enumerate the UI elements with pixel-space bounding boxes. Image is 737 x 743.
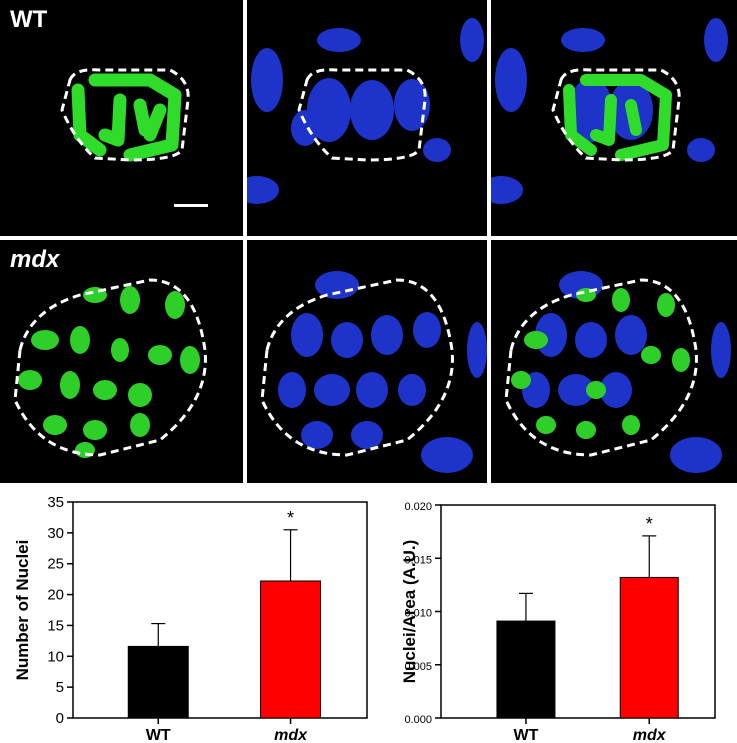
significance-marker: *	[646, 514, 653, 534]
significance-marker: *	[287, 508, 294, 528]
y-tick-label: 35	[47, 494, 64, 511]
wt-blue-image	[247, 18, 484, 204]
y-tick-label: 20	[47, 587, 64, 604]
y-tick-label: 0.000	[404, 714, 432, 726]
y-tick-label: 0.020	[404, 501, 432, 513]
bar-wt	[496, 620, 556, 719]
mdx-blue-panel	[247, 240, 487, 483]
y-tick-label: 30	[47, 525, 64, 542]
bar-mdx	[260, 580, 322, 719]
wt-row-label: WT	[10, 6, 48, 33]
nuclei-count-chart: 0 5 10 15 20 25 30 35 Number of Nuclei WT * mdx	[13, 494, 368, 743]
x-tick-label: WT	[514, 727, 539, 743]
x-tick-label: mdx	[633, 727, 667, 743]
mdx-merge-panel	[491, 240, 737, 483]
y-tick-label: 10	[47, 648, 64, 665]
y-tick-label: 0.015	[404, 554, 432, 566]
x-tick-label: mdx	[274, 727, 308, 743]
wt-blue-panel	[247, 0, 487, 236]
x-tick-label: WT	[146, 727, 171, 743]
y-tick-label: 25	[47, 556, 64, 573]
mdx-green-panel: mdx	[0, 240, 243, 483]
wt-merge-image	[491, 18, 728, 204]
nuclei-count-frame	[72, 501, 368, 719]
mdx-blue-image	[260, 271, 487, 473]
wt-green-image	[60, 68, 190, 162]
mdx-green-image	[13, 278, 207, 458]
wt-green-panel: WT	[0, 0, 243, 236]
mdx-merge-image	[504, 271, 731, 473]
y-tick-label: 0.005	[404, 661, 432, 673]
y-axis-label: Nuclei/Area (A.U.)	[400, 540, 419, 684]
nuclei-area-chart: 0.000 0.005 0.010 0.015 0.020 Nuclei/Area (A.…	[400, 501, 716, 743]
bar-wt	[127, 645, 189, 719]
bar-mdx	[619, 576, 679, 719]
y-tick-label: 15	[47, 617, 64, 634]
y-tick-label: 0.010	[404, 608, 432, 620]
wt-merge-panel	[491, 0, 737, 236]
y-axis-label: Number of Nuclei	[13, 540, 32, 681]
scale-bar	[174, 204, 208, 207]
mdx-row-label: mdx	[10, 246, 60, 273]
y-tick-label: 5	[56, 679, 64, 696]
y-tick-label: 0	[56, 710, 64, 727]
